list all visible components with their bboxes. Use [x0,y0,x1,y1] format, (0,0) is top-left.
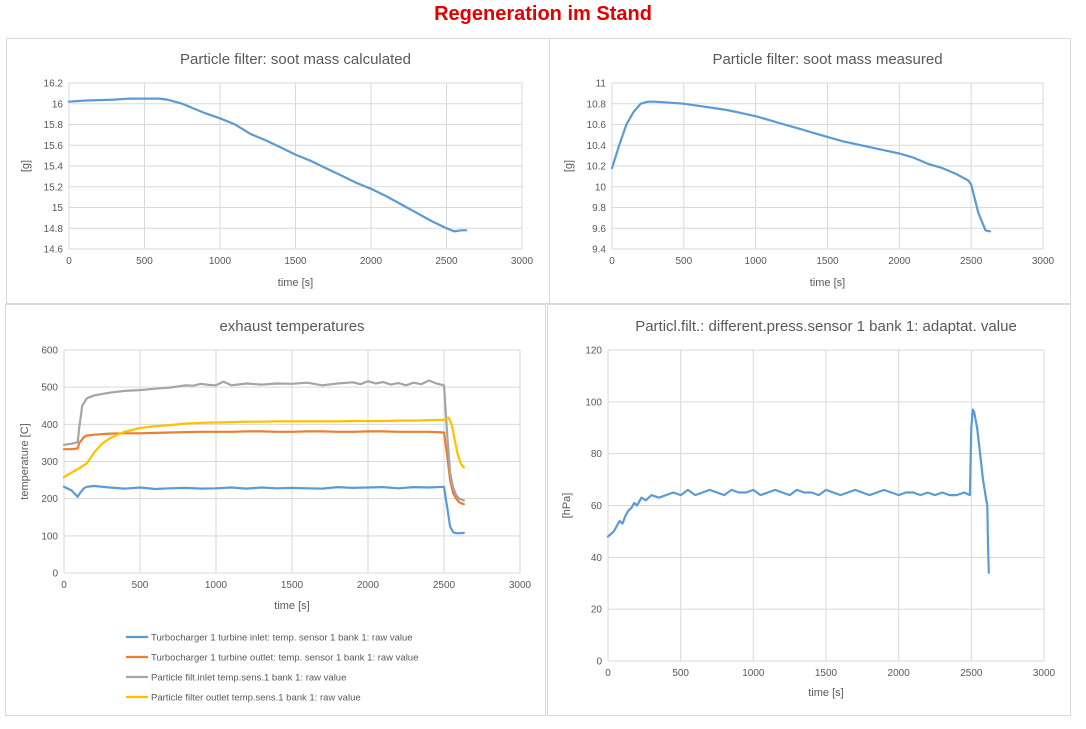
legend-entry: Turbocharger 1 turbine inlet: temp. sens… [151,633,413,644]
x-axis-label: time [s] [274,600,309,612]
x-tick-label: 3000 [1033,668,1056,679]
y-tick-label: 14.6 [44,245,64,256]
chart-title: exhaust temperatures [219,318,364,335]
x-tick-label: 500 [136,256,153,267]
x-tick-label: 2000 [888,668,911,679]
exhaust-temperatures-chart-panel: exhaust temperatures 0 100 200 300 400 500 600 0… [5,304,546,716]
x-tick-label: 500 [132,580,149,591]
x-tick-label: 2000 [357,580,380,591]
pressure-sensor-chart-panel: Particl.filt.: different.press.sensor 1 … [547,304,1071,716]
y-tick-label: 14.8 [44,224,64,235]
x-tick-label: 3000 [1032,256,1055,267]
y-axis-label: [g] [20,160,32,172]
x-tick-label: 0 [61,580,67,591]
chart-title: Particle filter: soot mass calculated [180,51,411,68]
x-tick-label: 3000 [509,580,532,591]
y-tick-label: 15 [52,203,64,214]
x-tick-label: 2500 [433,580,456,591]
series-line-4 [62,416,465,479]
x-tick-label: 1000 [209,256,232,267]
x-tick-label: 1500 [284,256,307,267]
x-tick-label: 500 [672,668,689,679]
x-tick-label: 0 [66,256,72,267]
series-line-3 [62,379,465,502]
y-axis-label: temperature [C] [19,423,31,499]
x-tick-label: 1500 [816,256,839,267]
y-tick-label: 20 [591,605,603,616]
y-tick-label: 16.2 [44,79,64,90]
x-tick-label: 2000 [888,256,911,267]
soot-measured-chart-panel: Particle filter: soot mass measured 9.4 9.… [549,38,1071,304]
chart-title: Particl.filt.: different.press.sensor 1 … [635,318,1017,335]
x-tick-label: 2000 [360,256,383,267]
x-tick-label: 0 [605,668,611,679]
y-tick-label: 120 [585,346,602,357]
y-tick-label: 600 [41,346,58,357]
soot-measured-chart: Particle filter: soot mass measured 9.4 9.… [563,51,1055,289]
x-tick-label: 3000 [511,256,534,267]
series-line-1 [610,100,991,233]
y-tick-label: 0 [596,657,602,668]
y-tick-label: 9.4 [592,245,606,256]
y-tick-label: 15.6 [44,141,64,152]
y-tick-label: 10.4 [587,141,607,152]
y-tick-label: 9.8 [592,203,606,214]
series-line-1 [62,484,465,535]
legend-entry: Turbocharger 1 turbine outlet: temp. sen… [151,653,418,664]
series-line-1 [606,408,990,574]
y-tick-label: 80 [591,449,603,460]
y-tick-label: 11 [596,79,607,90]
y-tick-label: 300 [41,457,58,468]
y-tick-label: 10.8 [587,99,607,110]
y-tick-label: 10 [595,182,607,193]
x-tick-label: 1000 [745,256,768,267]
y-tick-label: 16 [52,99,64,110]
page-title: Regeneration im Stand [434,3,652,25]
y-tick-label: 200 [41,494,58,505]
y-axis-label: [g] [563,160,575,172]
series-line-1 [67,97,468,233]
y-tick-label: 0 [52,569,58,580]
x-axis-label: time [s] [278,277,313,289]
y-tick-label: 10.6 [587,120,607,131]
y-tick-label: 100 [585,397,602,408]
x-tick-label: 500 [675,256,692,267]
x-axis-label: time [s] [808,687,843,699]
x-tick-label: 1500 [281,580,304,591]
x-tick-label: 1000 [742,668,765,679]
y-axis-label: [hPa] [561,493,573,519]
y-tick-label: 400 [41,420,58,431]
x-tick-label: 2500 [960,668,983,679]
x-tick-label: 1500 [815,668,838,679]
x-tick-label: 0 [609,256,615,267]
y-tick-label: 15.4 [44,162,64,173]
y-tick-label: 500 [41,383,58,394]
x-tick-label: 2500 [435,256,458,267]
chart-title: Particle filter: soot mass measured [712,51,942,68]
series-line-2 [62,430,465,506]
y-tick-label: 9.6 [592,224,606,235]
x-tick-label: 2500 [960,256,983,267]
x-tick-label: 1000 [205,580,228,591]
y-tick-label: 60 [591,501,603,512]
legend-entry: Particle filter outlet temp.sens.1 bank … [151,693,361,704]
pressure-sensor-chart: Particl.filt.: different.press.sensor 1 … [561,318,1056,699]
y-tick-label: 15.8 [44,120,64,131]
y-tick-label: 15.2 [44,182,64,193]
y-tick-label: 100 [41,531,58,542]
y-tick-label: 10.2 [587,162,607,173]
y-tick-label: 40 [591,553,603,564]
soot-calculated-chart: Particle filter: soot mass calculated 14.… [20,51,534,289]
exhaust-temperatures-chart: exhaust temperatures 0 100 200 300 400 500 600 0… [19,318,532,704]
legend-entry: Particle filt.inlet temp.sens.1 bank 1: … [151,673,346,684]
soot-calculated-chart-panel: Particle filter: soot mass calculated 14.… [6,38,551,304]
x-axis-label: time [s] [810,277,845,289]
